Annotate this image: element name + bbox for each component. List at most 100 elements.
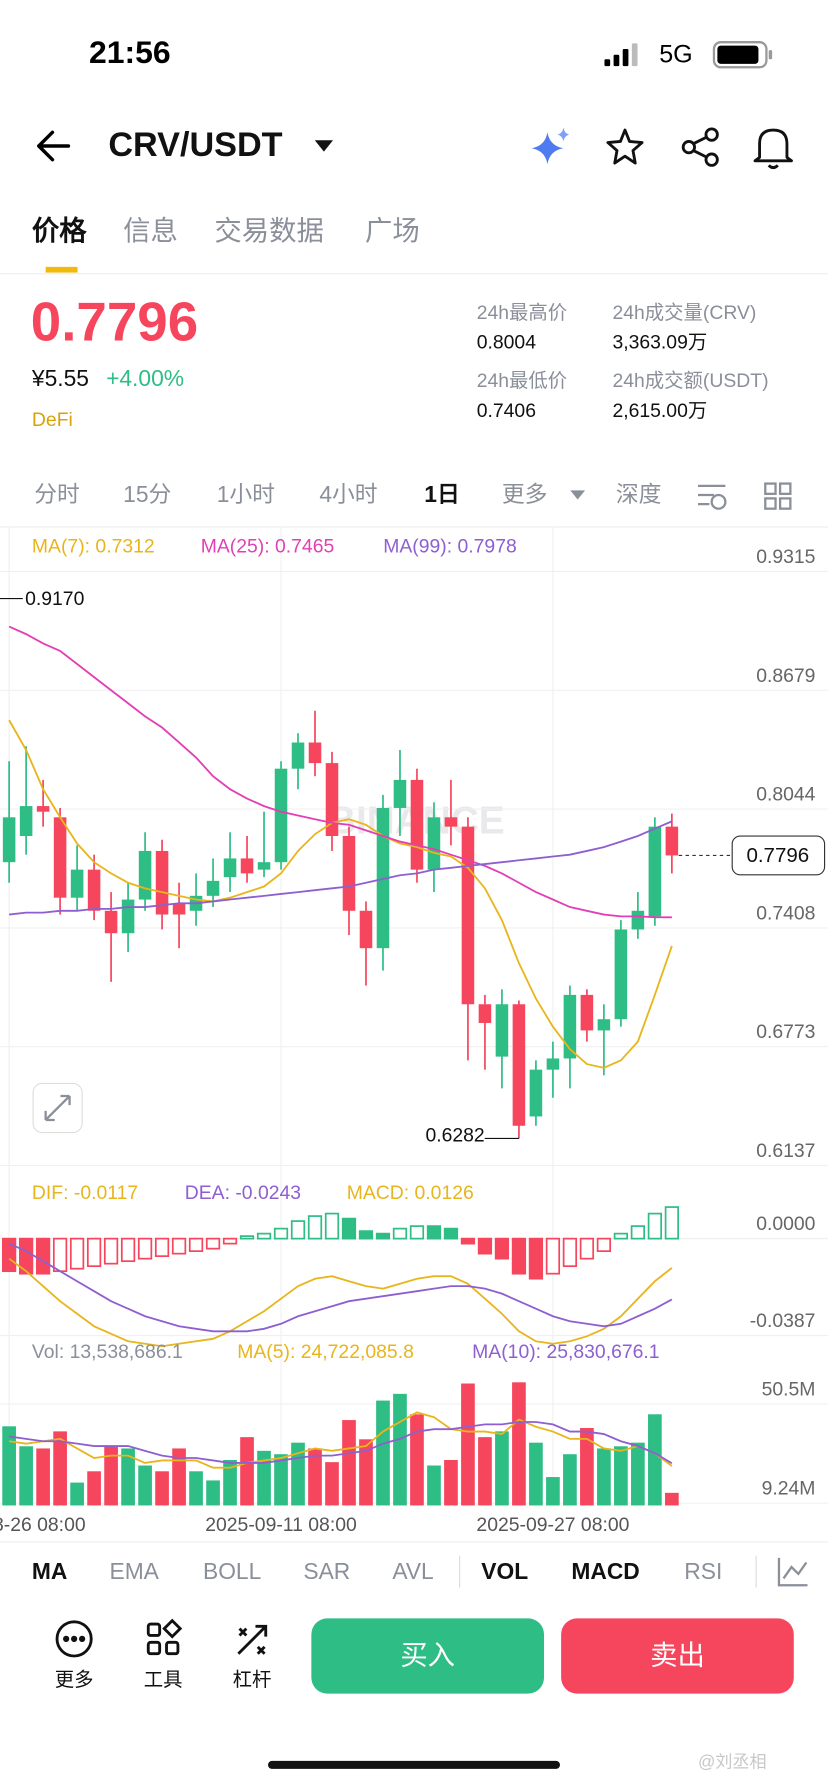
indicator[interactable]: RSI — [684, 1558, 722, 1584]
indicator[interactable]: SAR — [303, 1558, 350, 1584]
macd-bar — [239, 1235, 255, 1240]
back-button[interactable] — [37, 130, 71, 162]
action-label[interactable]: 工具 — [144, 1669, 183, 1691]
price-change: +4.00% — [106, 365, 184, 391]
x-tick-label: 2025-08-26 08:00 — [0, 1514, 86, 1536]
alert-button[interactable] — [753, 128, 793, 170]
macd-bar — [222, 1237, 238, 1245]
sell-button[interactable] — [561, 1618, 794, 1694]
indicator-settings[interactable] — [777, 1557, 808, 1587]
candle-body — [325, 763, 339, 836]
pair-dropdown[interactable] — [314, 140, 334, 152]
interval[interactable]: 深度 — [616, 481, 662, 507]
y-tick-label: 0.9315 — [756, 546, 815, 568]
action-label[interactable]: 更多 — [55, 1669, 94, 1691]
indicator[interactable]: MACD — [571, 1558, 639, 1584]
volume-bar — [155, 1471, 169, 1506]
tab[interactable]: 信息 — [123, 215, 178, 246]
interval[interactable]: 15分 — [123, 481, 171, 507]
y-tick-label: 9.24M — [762, 1478, 816, 1500]
tab[interactable]: 交易数据 — [214, 215, 323, 246]
macd-bar — [154, 1237, 170, 1258]
candle-body — [155, 850, 169, 915]
macd-bar — [18, 1237, 34, 1275]
macd-bar — [52, 1237, 68, 1273]
leverage-icon[interactable] — [237, 1624, 268, 1655]
y-tick-label: 0.6773 — [756, 1021, 815, 1043]
watermark: @刘丞相 — [698, 1753, 767, 1772]
candle-body — [274, 768, 288, 863]
volume-bar — [138, 1465, 152, 1506]
candle-body — [546, 1058, 560, 1070]
y-tick-label: -0.0387 — [750, 1310, 816, 1332]
volume-bar — [325, 1462, 339, 1506]
indicator[interactable]: MA — [32, 1558, 67, 1584]
indicator[interactable]: BOLL — [203, 1558, 261, 1584]
candle-body — [223, 858, 237, 878]
more-icon[interactable] — [55, 1620, 93, 1658]
volume-bar — [427, 1465, 441, 1506]
tools-icon[interactable] — [146, 1618, 183, 1656]
volume-bar — [393, 1393, 407, 1506]
candle-body — [36, 806, 50, 812]
tab[interactable]: 价格 — [32, 215, 87, 246]
candle-body — [70, 869, 84, 898]
layout-icon[interactable] — [764, 482, 792, 510]
interval[interactable]: 1日 — [424, 481, 459, 507]
legend-entry: MA(99): 0.7978 — [383, 536, 517, 558]
candle-body — [138, 850, 152, 900]
pair-title[interactable]: CRV/USDT — [108, 126, 282, 164]
legend-entry: Vol: 13,538,686.1 — [32, 1341, 183, 1363]
y-tick-label: 50.5M — [762, 1378, 816, 1400]
indicator[interactable]: AVL — [392, 1558, 433, 1584]
candle-body — [87, 869, 101, 911]
y-tick-label: 0.0000 — [756, 1213, 815, 1235]
legend-entry: MA(25): 0.7465 — [201, 536, 335, 558]
network: 5G — [659, 41, 692, 69]
tab-bar: 价格 信息 交易数据 广场 — [32, 215, 420, 246]
interval[interactable]: 分时 — [34, 481, 80, 507]
buy-label[interactable]: 买入 — [400, 1639, 455, 1670]
indicator[interactable]: VOL — [481, 1558, 528, 1584]
indicator[interactable]: EMA — [109, 1558, 159, 1584]
interval[interactable]: 更多 — [502, 481, 548, 507]
expand-button[interactable] — [32, 1082, 83, 1134]
settings-icon[interactable] — [697, 484, 727, 510]
volume-bar — [2, 1426, 16, 1506]
macd-bar — [205, 1237, 221, 1250]
macd-bar — [392, 1227, 408, 1240]
volume-bar — [580, 1427, 594, 1506]
macd-bar — [171, 1237, 187, 1255]
ai-button[interactable] — [531, 127, 570, 165]
interval[interactable]: 4小时 — [319, 481, 377, 507]
volume-bar — [308, 1448, 322, 1506]
interval[interactable]: 1小时 — [217, 481, 275, 507]
sector-tag[interactable]: DeFi — [32, 409, 73, 431]
share-button[interactable] — [681, 127, 719, 167]
macd-line — [8, 1257, 673, 1348]
action-label[interactable]: 杠杆 — [233, 1669, 272, 1691]
volume-bar — [342, 1420, 356, 1506]
last-price-box — [731, 835, 826, 876]
volume-bar — [444, 1459, 458, 1506]
buy-button[interactable] — [311, 1618, 545, 1694]
price-cny: ¥5.55 — [31, 365, 89, 391]
candle-body — [206, 880, 220, 896]
macd-bar — [545, 1237, 561, 1275]
volume-ma-line — [8, 1411, 673, 1469]
volume-bar — [546, 1477, 560, 1506]
volume-bar — [70, 1482, 84, 1506]
tab[interactable]: 广场 — [365, 215, 420, 246]
last-price: 0.7796 — [31, 291, 198, 353]
stats: 24h最高价 0.8004 24h成交量(CRV) 3,363.09万 24h最低价 0.… — [477, 302, 769, 422]
indicator-bar: MA EMA BOLL SAR AVL VOL MACD RSI — [32, 1558, 722, 1584]
volume-bar — [189, 1471, 203, 1506]
stat-value: 3,363.09万 — [612, 331, 707, 353]
volume-bar — [223, 1459, 237, 1506]
sell-label[interactable]: 卖出 — [650, 1639, 705, 1670]
macd-bar — [647, 1212, 663, 1240]
volume-bar — [376, 1400, 390, 1506]
favorite-button[interactable] — [606, 128, 644, 165]
more-dropdown[interactable] — [570, 490, 586, 500]
